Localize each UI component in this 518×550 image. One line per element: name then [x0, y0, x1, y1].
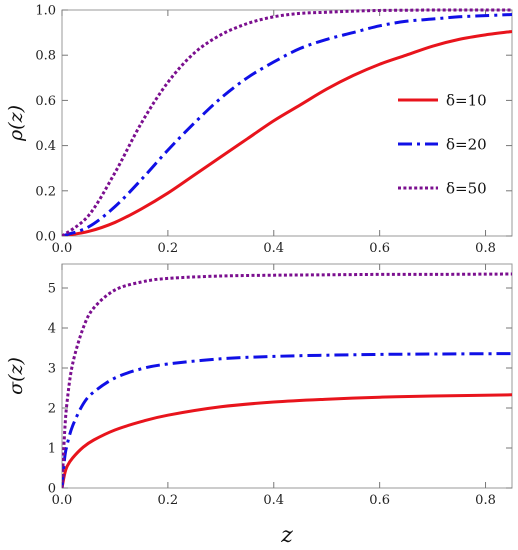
x-tick-label: 0.2: [158, 493, 179, 508]
legend-label: δ=10: [446, 92, 487, 110]
y-tick-label: 4: [48, 322, 56, 337]
x-tick-label: 0.8: [475, 241, 496, 256]
x-tick-label: 0.4: [263, 241, 284, 256]
y-tick-label: 0.8: [35, 49, 56, 64]
rho-panel: 0.0 0.2 0.4 0.6 0.8 0.0 0.2 0.4 0.6 0.8 1.0 ρ(z) δ=1…: [5, 4, 513, 256]
legend-label: δ=50: [446, 180, 487, 198]
y-tick-label: 5: [48, 282, 56, 297]
y-tick-label: 3: [48, 362, 56, 377]
x-axis-title: z: [280, 523, 293, 548]
series-line-δ=20: [62, 13, 512, 236]
legend-label: δ=20: [446, 136, 487, 154]
y-tick-label: 1.0: [35, 4, 56, 19]
x-tick-label: 0.2: [158, 241, 179, 256]
legend: δ=10 δ=20 δ=50: [398, 92, 487, 198]
y-axis-title: ρ(z): [5, 105, 27, 142]
series-line-δ=50: [62, 8, 512, 236]
y-tick-label: 0: [48, 482, 56, 497]
series-line-δ=50: [62, 272, 512, 488]
series-line-δ=10: [62, 393, 512, 488]
series-line-δ=10: [62, 29, 512, 236]
x-tick-label: 0.0: [52, 241, 73, 256]
x-tick-label: 0.0: [52, 493, 73, 508]
plot-frame: [61, 263, 513, 489]
sigma-panel: 0.0 0.2 0.4 0.6 0.8 0 1 2 3 4 5 σ(z) z: [5, 263, 513, 548]
plot-frame: [61, 9, 513, 237]
y-tick-label: 0.0: [35, 230, 56, 245]
x-tick-label: 0.6: [369, 241, 390, 256]
y-tick-label: 0.2: [35, 184, 56, 199]
y-axis-title: σ(z): [5, 357, 27, 395]
y-tick-label: 0.4: [35, 139, 56, 154]
y-tick-label: 0.6: [35, 94, 56, 109]
x-tick-label: 0.4: [263, 493, 284, 508]
y-tick-label: 2: [48, 402, 56, 417]
x-tick-label: 0.8: [475, 493, 496, 508]
series-line-δ=20: [62, 352, 512, 488]
x-tick-label: 0.6: [369, 493, 390, 508]
y-tick-label: 1: [48, 442, 56, 457]
